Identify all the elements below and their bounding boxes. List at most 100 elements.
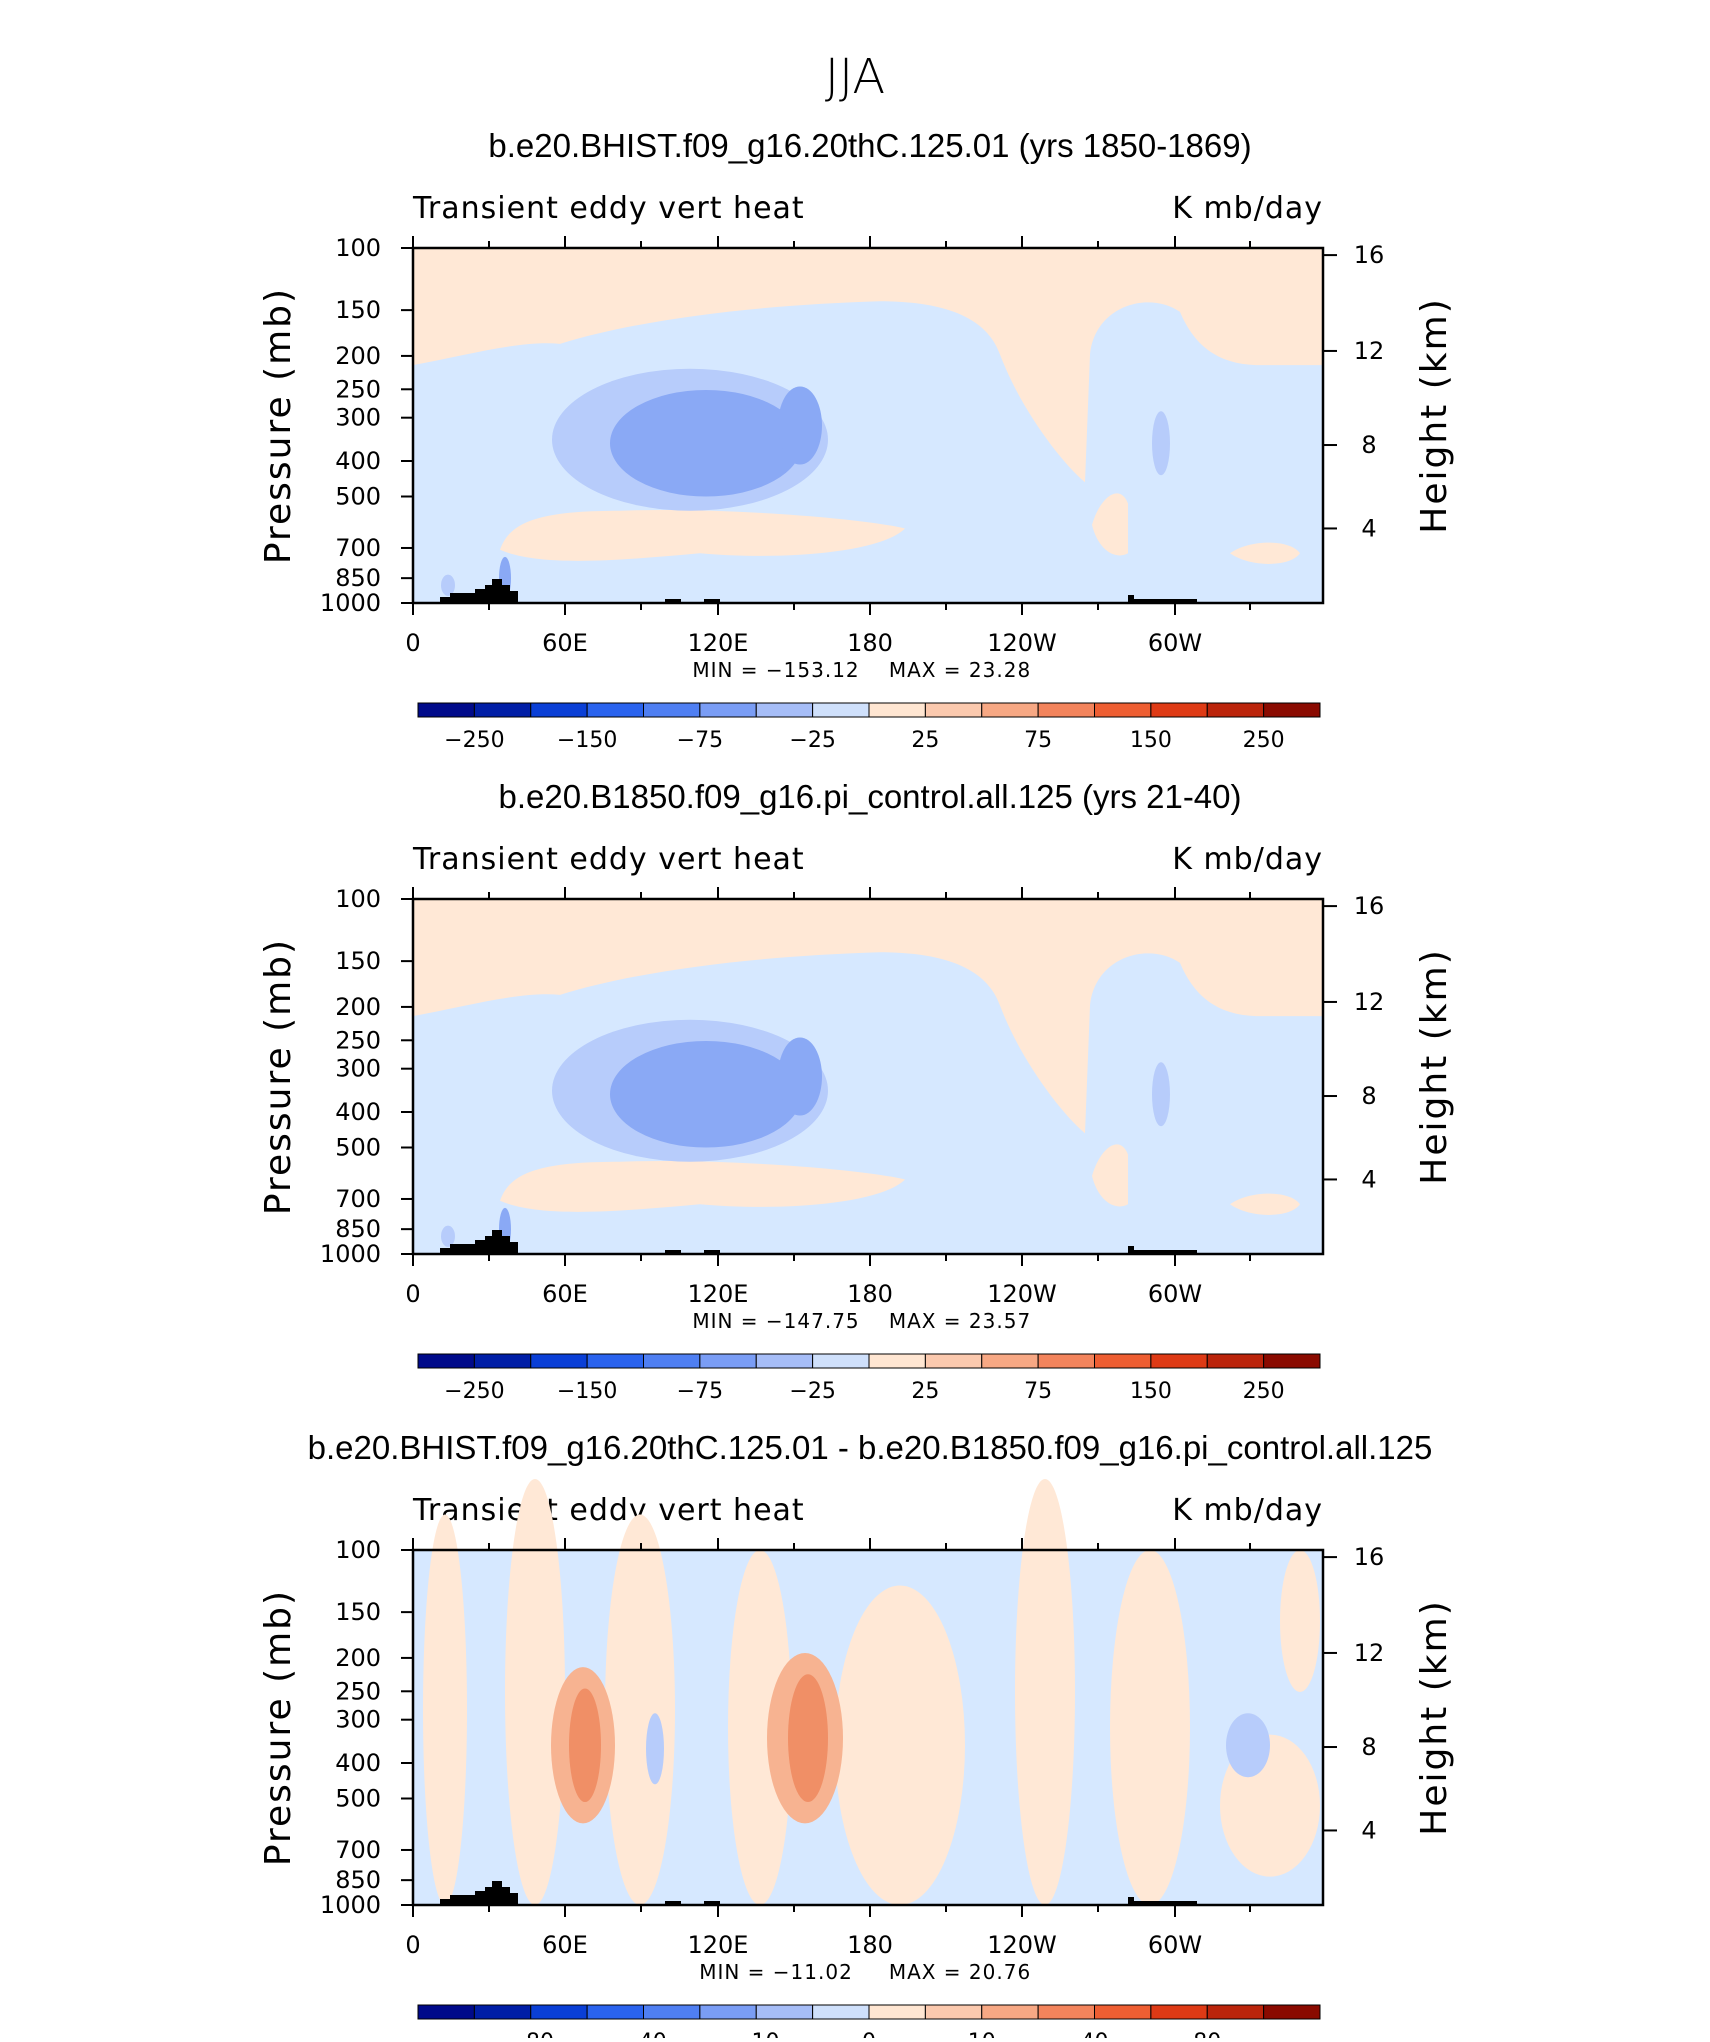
panel-title: b.e20.B1850.f09_g16.pi_control.all.125 (… [499,778,1242,815]
y-right-tick-label: 4 [1361,1165,1376,1193]
panel-title: b.e20.BHIST.f09_g16.20thC.125.01 (yrs 18… [488,127,1251,164]
colorbar-label: 250 [1243,1379,1285,1404]
colorbar-swatch [1263,2004,1321,2020]
colorbar-swatch [473,1353,532,1369]
colorbar-swatch [1094,1353,1152,1369]
colorbar-swatch [924,2004,983,2020]
colorbar-label: 80 [1193,2030,1221,2038]
y-right-tick-label: 4 [1361,1816,1376,1844]
contour-field [413,899,1323,1254]
negative-anomaly-atlantic [1226,1713,1270,1778]
x-tick-label: 120E [688,1931,749,1959]
colorbar-swatch [812,702,870,718]
x-tick-label: 120W [987,1280,1057,1308]
topography-asia [440,579,518,603]
x-tick-label: 0 [405,1280,420,1308]
colorbar-swatch [1206,2004,1265,2020]
y-tick-label: 400 [335,1749,381,1777]
min-value: MIN = −153.12 [692,658,859,682]
x-tick-label: 0 [405,629,420,657]
positive-anomaly-6 [1015,1479,1075,1905]
colorbar-swatch [699,2004,757,2020]
colorbar-swatch [868,702,926,718]
colorbar-swatch [417,1353,475,1369]
x-tick-label: 180 [847,1931,893,1959]
negative-core-strong-east [778,1037,822,1116]
colorbar-swatch [924,702,983,718]
y-right-tick-label: 16 [1354,892,1385,920]
topography-sumatra [665,599,681,603]
colorbar-swatch [530,702,588,718]
colorbar-swatch [530,1353,588,1369]
y-right-axis-title: Height (km) [1414,948,1455,1184]
colorbar-swatch [1150,1353,1208,1369]
topography-sumatra [665,1901,681,1905]
colorbar-label: 75 [1024,728,1052,753]
x-tick-label: 60W [1148,1280,1202,1308]
x-tick-label: 120E [688,1280,749,1308]
colorbar-swatch [755,1353,814,1369]
colorbar-swatch [924,1353,983,1369]
y-right-tick-label: 12 [1354,1639,1385,1667]
y-right-tick-label: 8 [1361,1733,1376,1761]
x-tick-label: 120W [987,629,1057,657]
colorbar-swatch [586,2004,644,2020]
y-tick-label: 300 [335,1055,381,1083]
colorbar-label: 25 [911,728,939,753]
y-tick-label: 1000 [320,589,381,617]
colorbar-swatch [1263,1353,1321,1369]
y-right-tick-label: 16 [1354,1543,1385,1571]
contour-field [413,248,1323,603]
panel-3: b.e20.BHIST.f09_g16.20thC.125.01 - b.e20… [258,1429,1455,2042]
colorbar-label: 25 [911,1379,939,1404]
colorbar-swatch [473,702,532,718]
x-tick-label: 60E [542,1931,588,1959]
y-tick-label: 100 [335,234,381,262]
x-tick-label: 60W [1148,629,1202,657]
y-tick-label: 500 [335,1785,381,1813]
y-right-tick-label: 12 [1354,337,1385,365]
colorbar-swatch [1037,1353,1095,1369]
colorbar-swatch [1206,702,1265,718]
colorbar-swatch [586,702,644,718]
colorbar-swatch [643,1353,701,1369]
colorbar-label: −40 [620,2030,666,2038]
x-tick-label: 60E [542,629,588,657]
colorbar-label: 0 [862,2030,876,2038]
y-tick-label: 200 [335,1644,381,1672]
positive-andes-patch [1092,1144,1128,1207]
colorbar-label: −150 [557,1379,617,1404]
negative-small-atlantic [1152,411,1170,476]
colorbar-label: −75 [677,1379,723,1404]
colorbar-swatch [643,702,701,718]
colorbar-swatch [473,2004,532,2020]
y-tick-label: 850 [335,1215,381,1243]
colorbar-swatch [755,2004,814,2020]
min-value: MIN = −147.75 [692,1309,859,1333]
colorbar-label: −150 [557,728,617,753]
y-tick-label: 250 [335,1026,381,1054]
main-title: JJA [825,49,885,105]
y-right-tick-label: 4 [1361,514,1376,542]
colorbar-swatch [812,2004,870,2020]
positive-anomaly-9 [1280,1550,1320,1692]
topography-new-guinea [704,1250,720,1254]
positive-anomaly-4 [728,1550,792,1905]
y-tick-label: 300 [335,1706,381,1734]
units-label: K mb/day [1172,191,1323,226]
topography-andes [1128,1897,1197,1905]
y-tick-label: 150 [335,1598,381,1626]
y-tick-label: 700 [335,1836,381,1864]
y-tick-label: 250 [335,375,381,403]
colorbar-label: −250 [444,728,504,753]
x-tick-label: 120W [987,1931,1057,1959]
positive-anomaly-5 [835,1585,965,1905]
colorbar-label: −25 [789,728,835,753]
positive-anomaly-strong-east [788,1674,828,1803]
y-tick-label: 400 [335,447,381,475]
y-tick-label: 150 [335,947,381,975]
negative-core-strong [610,1041,802,1148]
colorbar-swatch [868,1353,926,1369]
